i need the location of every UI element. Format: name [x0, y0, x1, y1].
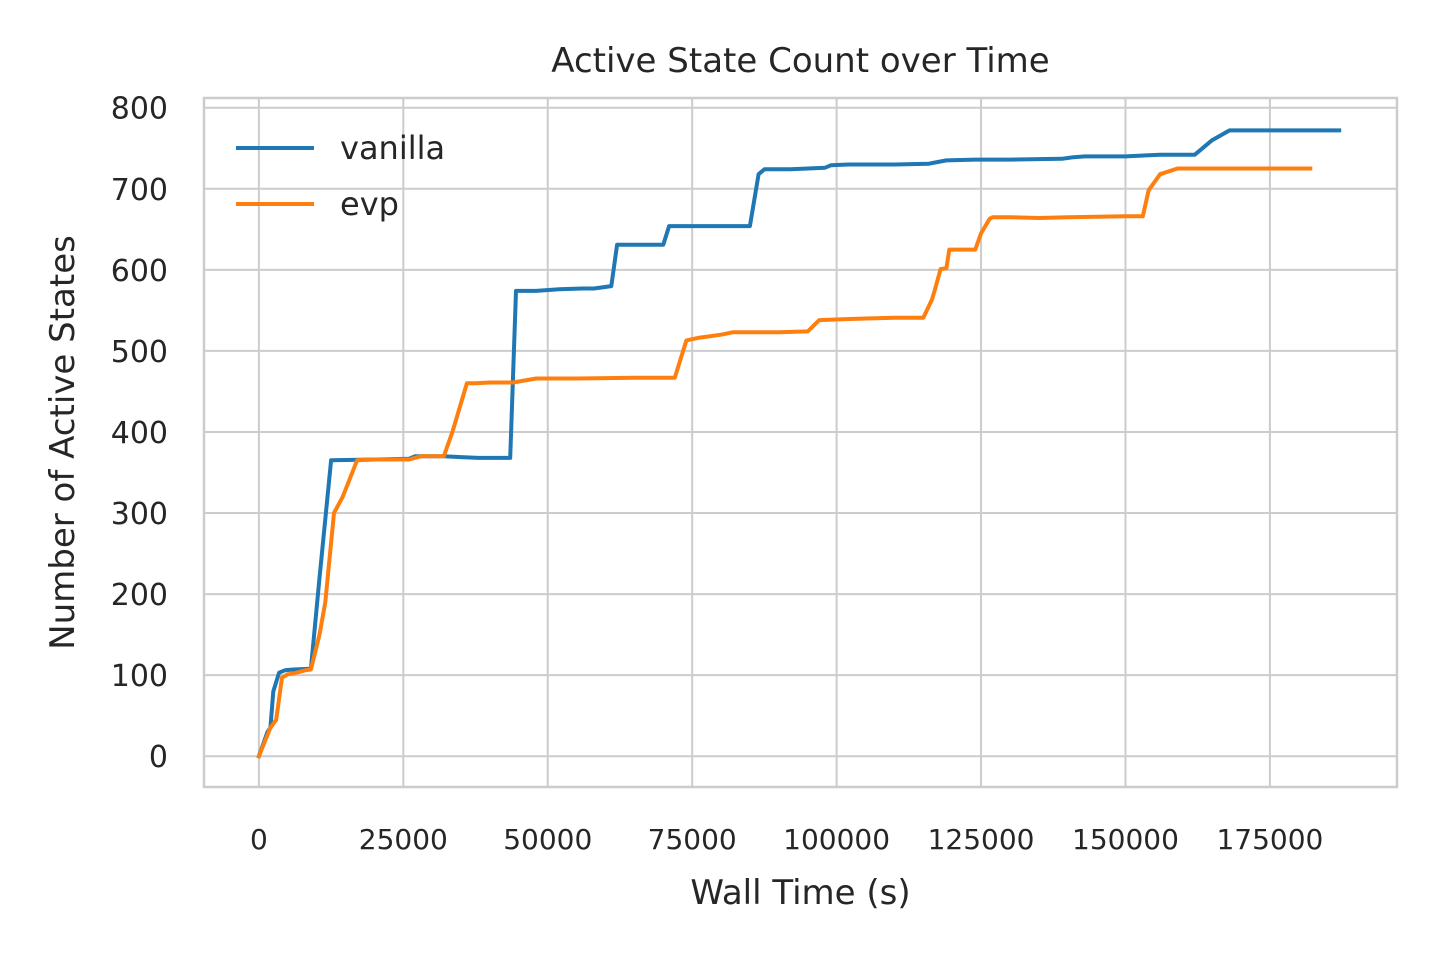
legend: vanilla evp: [236, 129, 445, 223]
x-tick-label: 75000: [648, 823, 737, 856]
y-tick-label: 600: [111, 254, 168, 289]
legend-label: evp: [340, 185, 399, 223]
y-tick-label: 500: [111, 335, 168, 370]
y-tick-label: 200: [111, 578, 168, 613]
legend-item-evp: evp: [236, 185, 399, 223]
y-tick-label: 700: [111, 173, 168, 208]
legend-item-vanilla: vanilla: [236, 129, 445, 167]
x-tick-label: 0: [250, 823, 268, 856]
legend-label: vanilla: [340, 129, 445, 167]
y-axis-label: Number of Active States: [43, 235, 83, 650]
y-tick-label: 100: [111, 659, 168, 694]
x-axis-label: Wall Time (s): [690, 873, 910, 913]
tick-labels: 0 25000 50000 75000 100000 125000 150000 175000…: [111, 92, 1324, 856]
y-tick-label: 300: [111, 497, 168, 532]
x-tick-label: 50000: [503, 823, 592, 856]
chart-title: Active State Count over Time: [551, 41, 1049, 81]
x-tick-label: 100000: [783, 823, 890, 856]
series-line-evp: [256, 166, 1313, 759]
grid: [204, 98, 1397, 787]
x-tick-label: 175000: [1216, 823, 1323, 856]
y-tick-label: 400: [111, 416, 168, 451]
plot-frame: [202, 96, 1399, 789]
y-tick-label: 0: [149, 740, 168, 775]
x-tick-label: 125000: [928, 823, 1035, 856]
x-tick-label: 25000: [359, 823, 448, 856]
series-layer: [256, 128, 1342, 759]
series-line-vanilla: [256, 128, 1342, 759]
y-tick-label: 800: [111, 92, 168, 127]
x-tick-label: 150000: [1072, 823, 1179, 856]
